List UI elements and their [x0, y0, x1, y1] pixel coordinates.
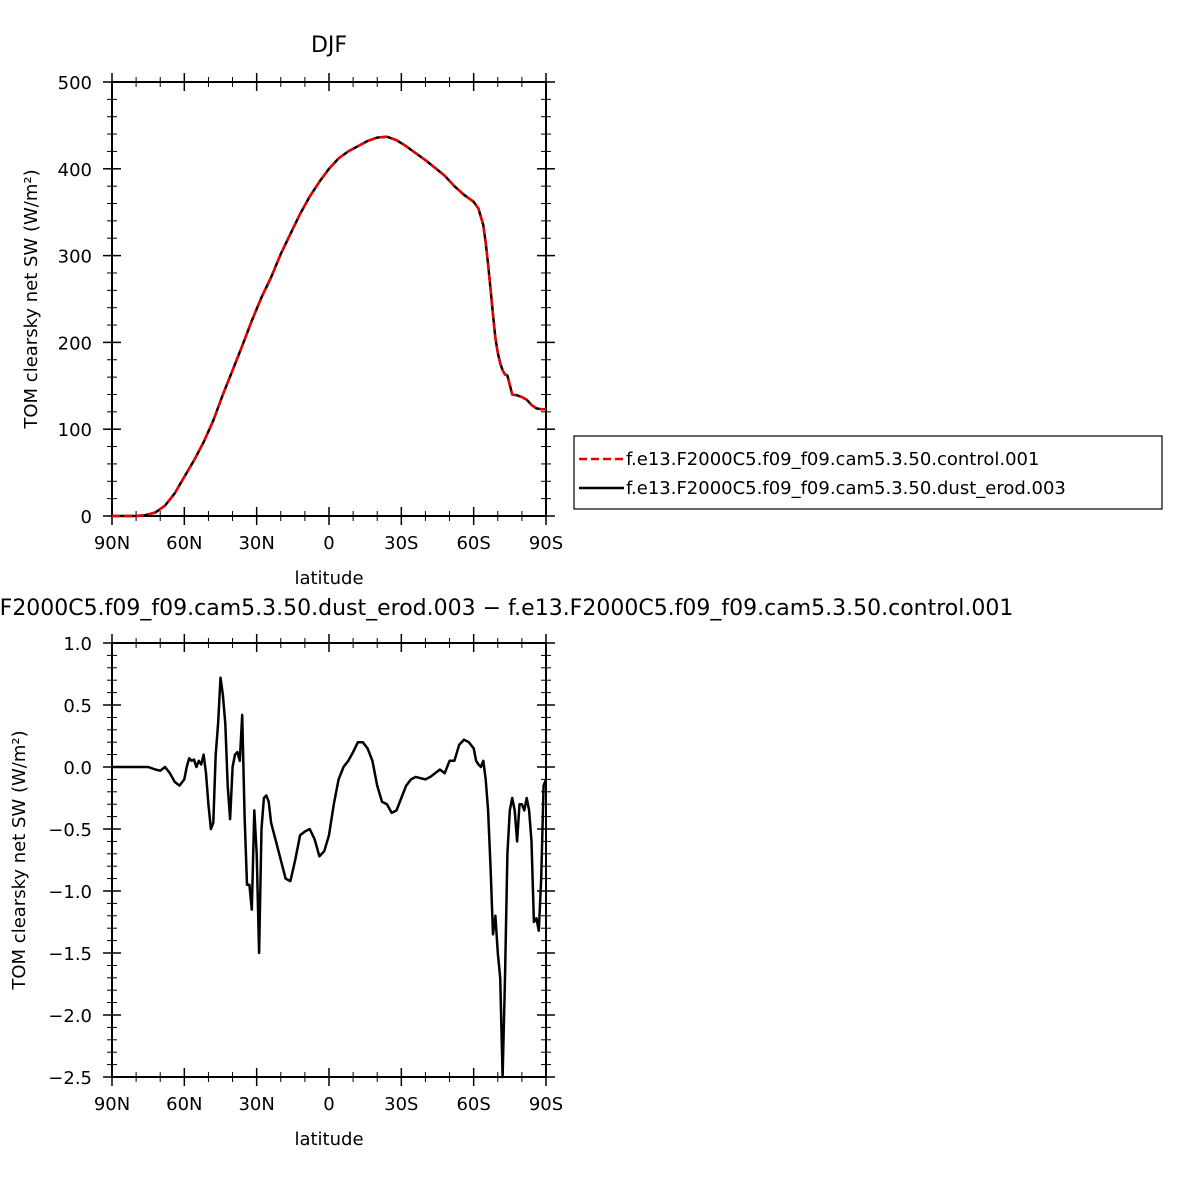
legend: f.e13.F2000C5.f09_f09.cam5.3.50.control.… [573, 435, 1163, 510]
y-tick-label: 400 [58, 160, 92, 181]
legend-entry-control: f.e13.F2000C5.f09_f09.cam5.3.50.control.… [626, 449, 1039, 470]
series-group [112, 135, 546, 518]
x-tick-label: 90N [94, 1094, 130, 1115]
x-tick-label: 60S [456, 533, 490, 554]
plot-frame [111, 81, 547, 517]
x-tick-label: 0 [323, 1094, 334, 1115]
x-tick-label: 90S [529, 1094, 563, 1115]
x-tick-label: 60N [166, 1094, 202, 1115]
x-tick-label: 0 [323, 533, 334, 554]
y-tick-label: 200 [58, 333, 92, 354]
legend-box [573, 435, 1163, 510]
x-tick-label: 60N [166, 533, 202, 554]
y-axis-label: TOM clearsky net SW (W/m²) [21, 169, 42, 429]
y-tick-label: −1.5 [48, 944, 92, 965]
y-tick-label: 0.5 [63, 696, 92, 717]
series-line-dust-erod [112, 676, 548, 1079]
y-tick-label: −2.5 [48, 1068, 92, 1089]
y-tick-label: 1.0 [63, 634, 92, 655]
axis-ticks: 90N 60N 30N 0 30S 60S 90S 0 100 200 300 400 500 [58, 73, 563, 554]
x-tick-label: 30N [238, 533, 274, 554]
y-tick-label: −2.0 [48, 1006, 92, 1027]
chart-title: DJF [311, 33, 347, 58]
x-tick-label: 90N [94, 533, 130, 554]
y-tick-label: −0.5 [48, 820, 92, 841]
axis-ticks: 90N 60N 30N 0 30S 60S 90S 1.0 0.5 0.0 −0.5 −1.0 −1.5… [48, 634, 563, 1115]
y-axis-label: TOM clearsky net SW (W/m²) [9, 730, 30, 990]
x-tick-label: 90S [529, 533, 563, 554]
y-tick-label: −1.0 [48, 882, 92, 903]
y-tick-label: 300 [58, 247, 92, 268]
y-tick-label: 100 [58, 420, 92, 441]
x-tick-label: 30S [384, 533, 418, 554]
series-line-control [112, 135, 546, 518]
y-tick-label: 500 [58, 73, 92, 94]
series-group [112, 676, 548, 1079]
x-tick-label: 60S [456, 1094, 490, 1115]
x-axis-label: latitude [294, 568, 363, 589]
plot-frame [111, 642, 547, 1078]
legend-entry-dust: f.e13.F2000C5.f09_f09.cam5.3.50.dust_ero… [626, 478, 1066, 499]
series-line-dust-erod [112, 135, 546, 518]
x-tick-label: 30S [384, 1094, 418, 1115]
chart-title: f.e13.F2000C5.f09_f09.cam5.3.50.dust_ero… [0, 596, 1013, 621]
y-tick-label: 0.0 [63, 758, 92, 779]
x-axis-label: latitude [294, 1129, 363, 1150]
y-tick-label: 0 [81, 507, 92, 528]
panel-difference: f.e13.F2000C5.f09_f09.cam5.3.50.dust_ero… [0, 596, 1013, 1150]
panel-absolute: DJF 90N 60N 30N 0 30S 60S 90S0100200300400500 … [21, 33, 1163, 589]
x-tick-label: 30N [238, 1094, 274, 1115]
